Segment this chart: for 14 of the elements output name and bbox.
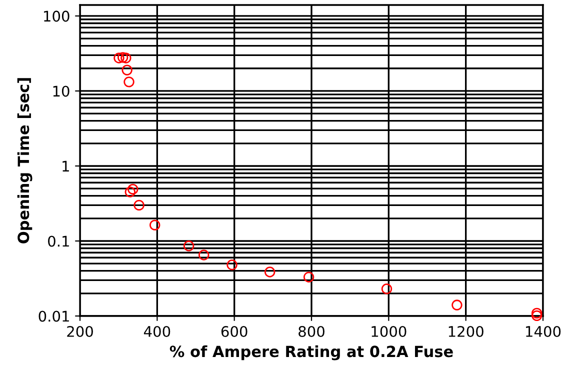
y-tick-label: 0.01	[38, 310, 69, 322]
x-axis-title: % of Ampere Rating at 0.2A Fuse	[170, 345, 453, 360]
x-tick-label: 400	[144, 326, 170, 338]
y-tick-label: 0.1	[48, 236, 69, 247]
x-tick-label: 200	[67, 326, 93, 338]
y-tick-label: 10	[53, 86, 70, 97]
x-tick-label: 1200	[448, 326, 484, 338]
y-tick-label: 100	[44, 10, 70, 22]
x-tick-label: 1400	[526, 326, 561, 338]
x-tick-label: 800	[298, 326, 324, 338]
y-axis-title: Opening Time [sec]	[17, 78, 32, 244]
y-tick-label: 1	[62, 160, 69, 172]
x-tick-label: 1000	[372, 326, 406, 338]
x-tick-label: 600	[221, 326, 248, 338]
